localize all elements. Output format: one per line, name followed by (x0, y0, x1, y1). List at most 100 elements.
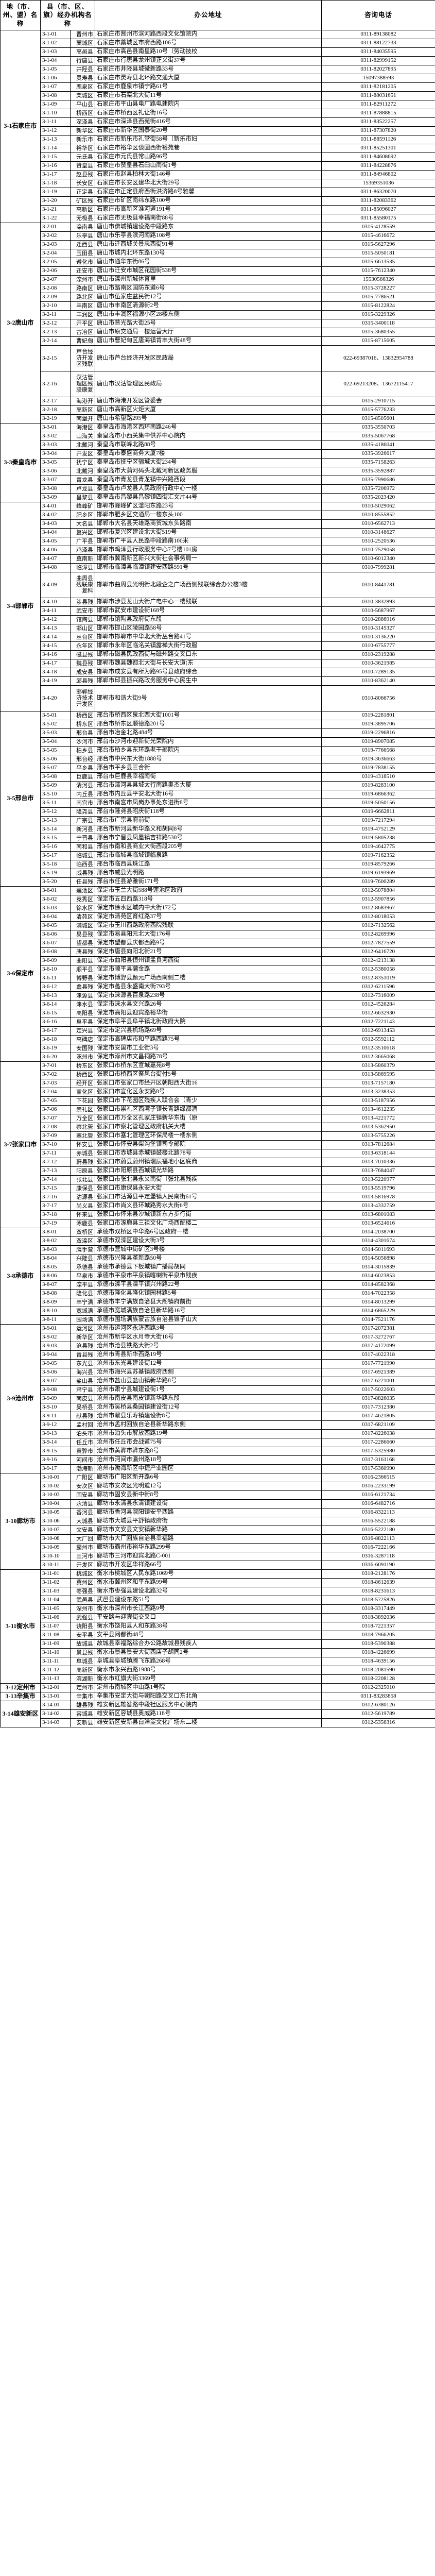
office-address: 邢台市南和县商业大街西段205号 (95, 842, 322, 852)
contact-phone: 0310-8066756 (321, 685, 435, 711)
agency-name: 香河县 (69, 1507, 96, 1517)
agency-name: 丛台区 (69, 632, 96, 642)
agency-code: 3-8-07 (40, 1280, 71, 1290)
table-row: 3-1-19 正定县 石家庄市正定县府西街洪济路8号雅馨 0311-86320070 (1, 187, 435, 197)
contact-phone: 0314-8582368 (321, 1280, 435, 1290)
agency-code: 3-9-14 (40, 1437, 71, 1447)
agency-name: 大名县 (69, 519, 96, 529)
office-address: 保定市涞源县百泉路238号 (95, 991, 322, 1001)
office-address: 沧州市沧县铁路大街2号 (95, 1341, 322, 1351)
office-address: 唐山市伍家庄益民街12号 (95, 292, 322, 302)
agency-name: 汉沽管理区残联康复 (69, 370, 96, 397)
agency-name: 涿鹿县 (69, 1218, 96, 1228)
table-row: 3-8-05 承德县 承德市承德县下板城镇广播局胡同 0314-3015839 (1, 1262, 435, 1272)
table-row: 3-1-10 桥西区 石家庄市桥西区礼让街16号 0311-87888815 (1, 108, 435, 118)
office-address: 保定市高碑店市和平路西路75号 (95, 1035, 322, 1044)
contact-phone: 0310-2520536 (321, 536, 435, 546)
contact-phone: 0311-85096027 (321, 205, 435, 214)
office-address: 邢台市中兴东大街1888号 (95, 754, 322, 764)
table-row: 3-2-04 玉田县 唐山市城内北环东路130号 0315-5050181 (1, 248, 435, 258)
agency-name: 丰润区 (69, 310, 96, 319)
agency-code: 3-2-05 (40, 257, 71, 267)
agency-name: 裕华区 (69, 143, 96, 153)
contact-phone: 0319-4752129 (321, 824, 435, 834)
office-address: 保定市安国市工业街3号 (95, 1043, 322, 1053)
office-address: 辛集市安定大街与朝阳路交叉口东北角 (95, 1691, 322, 1701)
office-address: 邯郸市邯山区陵园路58号 (95, 623, 322, 633)
table-row: 3-4-14 丛台区 邯郸市邯郸市中华北大街丛台路41号 0310-3136220 (1, 632, 435, 642)
table-row: 3-10-07 文安县 廊坊市文安县文安镇新华路 0316-5222180 (1, 1525, 435, 1535)
table-row: 3-5-08 巨鹿县 邢台市巨鹿县幸福南街 0319-4318510 (1, 772, 435, 782)
table-row: 3-7-03 经开区 张家口市张家口市经开区朝阳西大街16 0313-7157180 (1, 1078, 435, 1088)
contact-phone: 0317-6921389 (321, 1367, 435, 1377)
table-header-row: 地（市、州、盟）名称 县（市、区、旗）经办机构名称 办公地址 咨询电话 (0, 0, 435, 30)
table-row: 3-1-08 栾城区 石家庄市石栾北大街11号 0311-88031651 (1, 91, 435, 100)
table-row: 3-1-05 井陉县 石家庄市井陉县城微新路33号 0311-82027895 (1, 64, 435, 74)
table-row: 3-4-09 曲周县残联康复科 邯郸市曲周县光明街北段企之广场西侧残联综合办公楼3楼… (1, 571, 435, 598)
agency-name: 临西县 (69, 859, 96, 869)
office-address: 张家口市赤城县赤城镇鼓楼北路78号 (95, 1148, 322, 1158)
agency-code: 3-1-14 (40, 143, 71, 153)
office-address: 沧州市渤海新区中捷产业园区 (95, 1464, 322, 1473)
contact-phone: 15530566326 (321, 275, 435, 284)
contact-phone: 0310-5687967 (321, 606, 435, 616)
office-address: 邢台市宁晋县凤凰镇吉祥路530号 (95, 833, 322, 843)
table-row: 3-9-11 献县残 沧州市献县乐寿镇建设街8号 0317-4621805 (1, 1411, 435, 1421)
contact-phone: 0319-7217294 (321, 816, 435, 825)
agency-code: 3-4-08 (40, 563, 71, 572)
agency-name: 藁城区 (69, 38, 96, 48)
office-address: 保定市易县阳元北大街176号 (95, 929, 322, 939)
office-address: 保定市涿州市文昌祠路78号 (95, 1052, 322, 1062)
agency-name: 复兴区 (69, 528, 96, 537)
contact-phone: 0314-5056898 (321, 1253, 435, 1263)
table-row: 3-7-08 察北管 张家口市察北管理区政府机关大楼 0313-5362950 (1, 1122, 435, 1132)
contact-phone: 0312-7132562 (321, 921, 435, 930)
office-address: 廊坊市永清县永清镇建设街 (95, 1499, 322, 1509)
contact-phone: 0317-8826035 (321, 1394, 435, 1403)
agency-code: 3-4-06 (40, 545, 71, 555)
agency-name: 渤海新 (69, 1464, 96, 1473)
table-row: 3-5-20 任县残 邢台市任县游雅街171号 0319-7600289 (1, 877, 435, 887)
contact-phone: 0318-5390388 (321, 1639, 435, 1649)
agency-name: 鸡泽县 (69, 545, 96, 555)
office-address: 邯郸市磁县民政西街与磁州路交叉口东 (95, 650, 322, 659)
table-row: 3-11-08 安平县 安平县网都街48号 0318-7966205 (1, 1630, 435, 1640)
office-address: 衡水市桃城区人民东路1069号 (95, 1569, 322, 1579)
office-address: 保定市五四西路318号 (95, 894, 322, 904)
contact-phone: 0310-7999281 (321, 563, 435, 572)
agency-code: 3-14-03 (40, 1718, 71, 1727)
table-row: 3-6-13 涞源县 保定市涞源县百泉路238号 0312-7316009 (1, 991, 435, 1001)
agency-code: 3-6-07 (40, 938, 71, 948)
agency-code: 3-6-03 (40, 903, 71, 913)
table-row: 3-8-11 围场满 承德市围场满族蒙古族自治县锥子山大 0314-7521176 (1, 1315, 435, 1325)
agency-name: 井陉县 (69, 64, 96, 74)
contact-phone: 0312-6416720 (321, 947, 435, 957)
agency-code: 3-8-03 (40, 1245, 71, 1255)
table-row: 3-9-06 海兴县 沧州市海兴县苏基镇政府西侧 0317-6921389 (1, 1367, 435, 1377)
contact-phone: 0311-83522257 (321, 117, 435, 127)
agency-code: 3-1-05 (40, 64, 71, 74)
table-row: 3-5-04 沙河市 邢台市沙河市迎新街光荣院内 0319-8907085 (1, 737, 435, 747)
table-row: 3-6-06 易县残 保定市易县阳元北大街176号 0312-8269996 (1, 929, 435, 939)
agency-name: 无极县 (69, 213, 96, 223)
contact-phone: 0317-2072381 (321, 1324, 435, 1333)
agency-name: 吴桥县 (69, 1402, 96, 1412)
table-row: 3-8-04 兴隆县 承德市兴隆县革新路50号 0314-5056898 (1, 1253, 435, 1263)
table-row: 3-1-07 鹿泉区 石家庄市鹿泉市镇宁路61号 0311-82181205 (1, 82, 435, 92)
contact-phone: 0311-82911272 (321, 99, 435, 109)
contact-phone: 0312-5078804 (321, 886, 435, 895)
table-row: 3-9-12 孟村回 沧州市孟村回族自治县新华路东侧 0317-6821109 (1, 1420, 435, 1430)
table-row: 3-7-05 下花园 张家口市下花园区残疾人联合会（青少 0313-5187956 (1, 1096, 435, 1106)
contact-phone: 0319-3895706 (321, 719, 435, 729)
agency-name: 景县残 (69, 1648, 96, 1657)
contact-phone: 0315-8122824 (321, 301, 435, 311)
contact-phone: 0316-3287118 (321, 1551, 435, 1561)
agency-name: 辛集市 (69, 1691, 96, 1701)
table-row: 3-10-08 大厂回 廊坊市大厂回族自治县幸福路 0316-8822113 (1, 1534, 435, 1544)
agency-name: 蔚县残 (69, 1157, 96, 1167)
agency-code: 3-4-02 (40, 510, 71, 520)
agency-code: 3-7-11 (40, 1148, 71, 1158)
table-row: 3-4-18 成安县 邯郸市成安县有所为路95号县政府综合 0310-7289135 (1, 667, 435, 677)
office-address: 保定市玉兰大街588号莲池区政府 (95, 886, 322, 895)
agency-code: 3-5-13 (40, 816, 71, 825)
